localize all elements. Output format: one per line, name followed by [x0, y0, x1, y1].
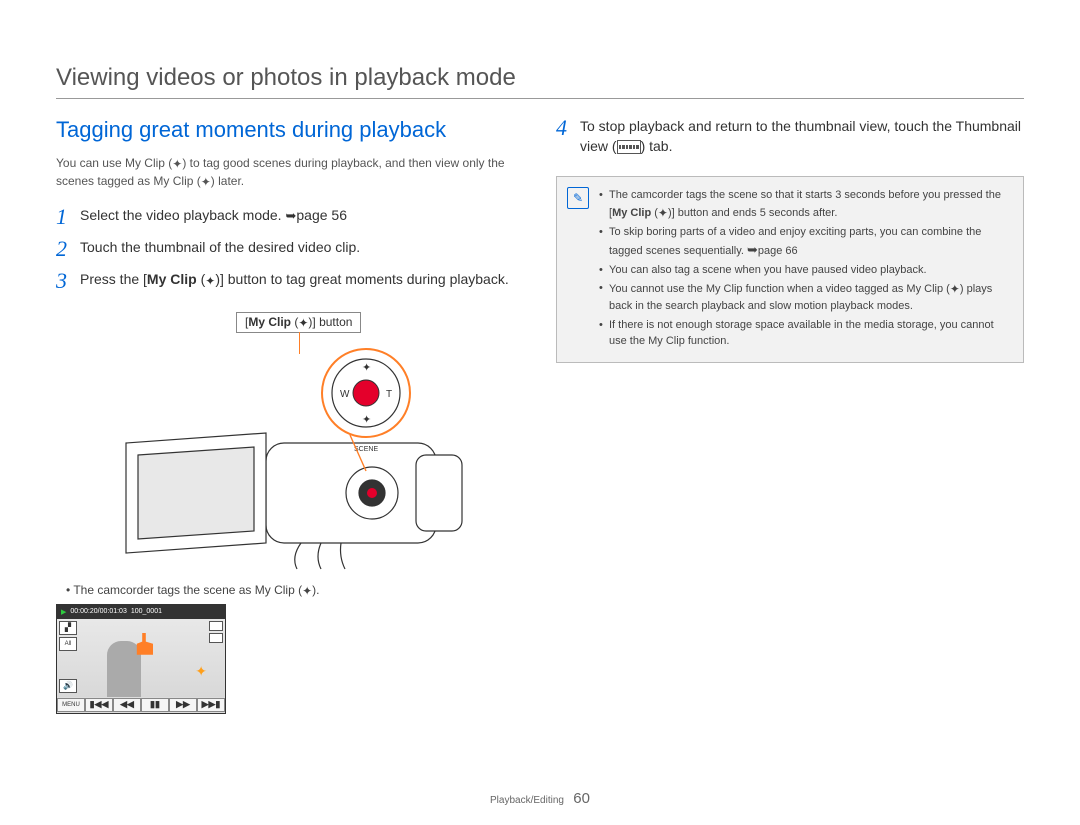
myclip-icon: ✦: [302, 584, 312, 598]
pause-icon: ▮▮: [141, 698, 169, 712]
myclip-icon: ✦: [658, 204, 668, 222]
note-item: The camcorder tags the scene so that it …: [599, 187, 1009, 222]
step-number: 1: [56, 206, 72, 228]
step-1: 1 Select the video playback mode. ➥page …: [56, 206, 516, 228]
svg-text:T: T: [386, 389, 392, 400]
myclip-marker-icon: ✦: [195, 663, 207, 680]
rewind-icon: ◀◀: [113, 698, 141, 712]
myclip-icon: ✦: [172, 156, 182, 173]
camcorder-result-note: The camcorder tags the scene as My Clip …: [66, 583, 516, 598]
callout-label: [My Clip (✦)] button: [236, 312, 361, 333]
playback-screen-figure: ▶ 00:00:20/00:01:03 100_0001 ▞ All 🔊 ✦: [56, 604, 226, 714]
svg-text:W: W: [340, 389, 350, 400]
section-heading: Tagging great moments during playback: [56, 117, 516, 143]
page-number: 60: [573, 790, 590, 807]
intro-text: You can use My Clip (✦) to tag good scen…: [56, 155, 516, 192]
page-footer: Playback/Editing 60: [0, 790, 1080, 807]
step-number: 4: [556, 117, 572, 139]
page-ref-arrow-icon: ➥: [285, 208, 296, 223]
note-pencil-icon: ✎: [567, 187, 589, 209]
all-filter-icon: All: [59, 637, 77, 651]
step-4: 4 To stop playback and return to the thu…: [556, 117, 1024, 156]
skip-prev-icon: ▮◀◀: [85, 698, 113, 712]
myclip-icon: ✦: [950, 280, 960, 298]
touch-gesture-icon: [135, 633, 153, 655]
svg-text:✦: ✦: [362, 362, 371, 374]
page-ref-arrow-icon: ➥: [747, 242, 758, 257]
step-number: 2: [56, 238, 72, 260]
playback-timecode: 00:00:20/00:01:03: [70, 608, 126, 615]
skip-next-icon: ▶▶▮: [197, 698, 225, 712]
menu-button-icon: MENU: [57, 698, 85, 712]
thumbnail-view-icon: [617, 140, 641, 154]
myclip-icon: ✦: [201, 174, 211, 191]
playback-filename: 100_0001: [131, 608, 162, 615]
step-3: 3 Press the [My Clip (✦)] button to tag …: [56, 270, 516, 292]
note-item: You can also tag a scene when you have p…: [599, 262, 1009, 279]
note-item: To skip boring parts of a video and enjo…: [599, 224, 1009, 260]
note-item: You cannot use the My Clip function when…: [599, 280, 1009, 315]
footer-section-label: Playback/Editing: [490, 795, 564, 806]
page-title: Viewing videos or photos in playback mod…: [56, 64, 1024, 99]
volume-icon: 🔊: [59, 679, 77, 693]
left-column: Tagging great moments during playback Yo…: [56, 117, 516, 714]
myclip-icon: ✦: [298, 316, 308, 330]
step-2: 2 Touch the thumbnail of the desired vid…: [56, 238, 516, 260]
play-indicator-icon: ▶: [61, 608, 66, 616]
right-column: 4 To stop playback and return to the thu…: [556, 117, 1024, 714]
myclip-icon: ✦: [205, 273, 215, 290]
step-number: 3: [56, 270, 72, 292]
svg-text:✦: ✦: [362, 414, 371, 426]
camcorder-illustration: SCENE W T ✦ ✦: [56, 343, 496, 573]
notes-box: ✎ The camcorder tags the scene so that i…: [556, 176, 1024, 363]
thumbnail-return-icon: ▞: [59, 621, 77, 635]
battery-icon: [209, 633, 223, 643]
person-silhouette: [107, 641, 141, 699]
card-icon: [209, 621, 223, 631]
forward-icon: ▶▶: [169, 698, 197, 712]
note-item: If there is not enough storage space ava…: [599, 317, 1009, 350]
